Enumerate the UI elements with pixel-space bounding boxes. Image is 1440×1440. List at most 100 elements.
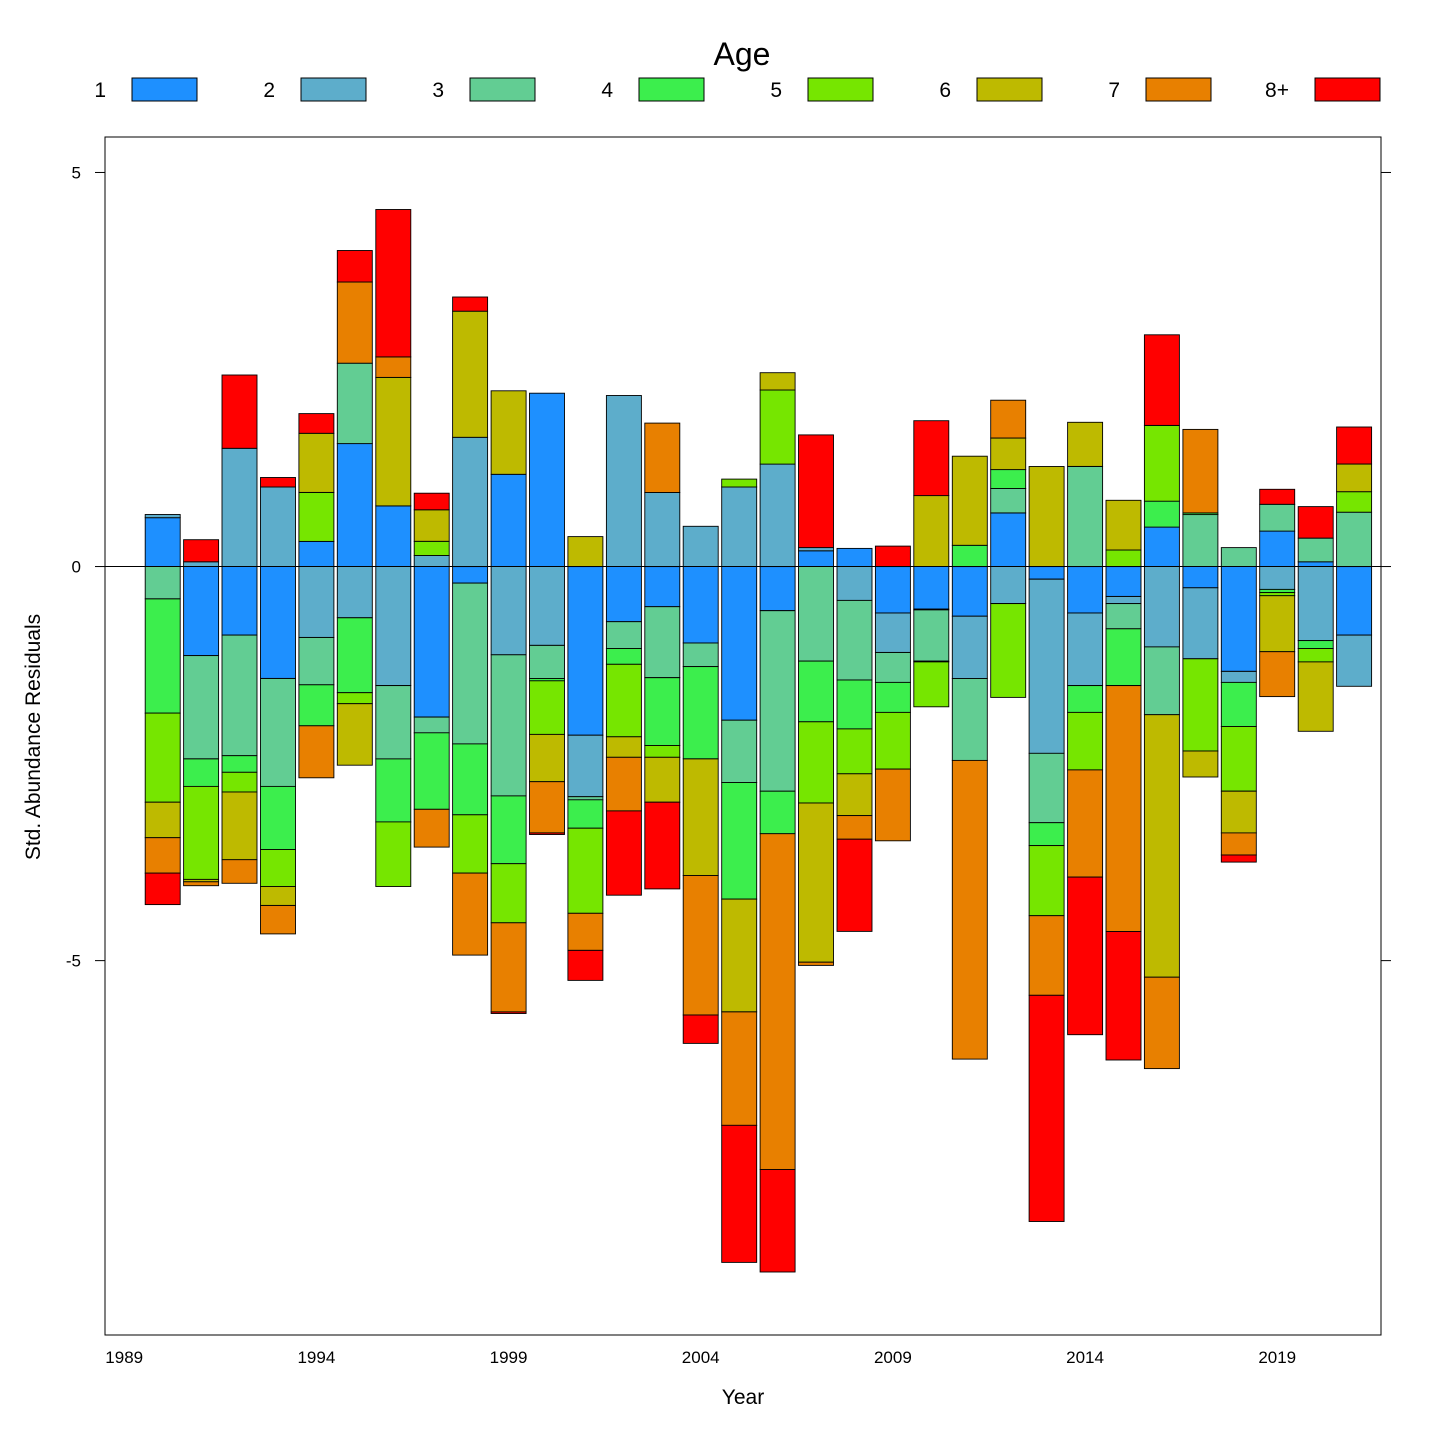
bar-2006-age-4 — [759, 790, 796, 835]
bar-1995-age-6 — [336, 703, 373, 766]
bar-2000-age-7 — [529, 781, 565, 834]
bar-2018-age-6 — [1220, 790, 1257, 834]
bar-1997-age-3 — [413, 716, 450, 734]
bar-2018-age-5 — [1220, 726, 1257, 792]
bar-2014-age-3 — [1067, 466, 1104, 568]
bar-1991-age-1 — [183, 566, 220, 657]
bar-1994-age-4 — [298, 684, 335, 727]
bar-1993-age-4 — [260, 785, 296, 850]
bar-1997-age-6 — [413, 509, 450, 542]
bar-2001-age-8plus — [567, 949, 604, 981]
bar-1990-age-8plus — [144, 872, 181, 906]
bar-1993-age-2 — [260, 486, 296, 567]
bar-2013-age-4 — [1028, 822, 1065, 847]
bar-1998-age-1 — [452, 566, 489, 584]
bar-2016-age-2 — [1143, 566, 1180, 648]
bar-2008-age-5 — [836, 728, 873, 775]
bar-2009-age-8plus — [874, 545, 911, 568]
legend: 1 2 3 4 5 6 7 8+ — [94, 77, 1381, 102]
bar-2002-age-8plus — [605, 810, 642, 896]
bar-1993-age-1 — [260, 566, 296, 679]
bar-1990-age-6 — [144, 801, 181, 839]
bar-2021-age-3 — [1336, 511, 1373, 568]
bar-2013-age-6 — [1028, 466, 1065, 568]
bar-2008-age-1 — [836, 547, 873, 567]
bar-2004-age-6 — [682, 758, 719, 876]
bar-2000-age-3 — [529, 644, 565, 679]
legend-label-age-5: 5 — [770, 79, 782, 102]
legend-label-age-3: 3 — [432, 79, 444, 102]
bar-2015-age-6 — [1105, 499, 1142, 551]
bar-2008-age-7 — [836, 815, 873, 840]
bar-1995-age-2 — [336, 566, 373, 619]
y-axis-title: Std. Abundance Residuals — [22, 614, 45, 860]
bar-2007-age-7 — [798, 961, 834, 966]
bar-2003-age-8plus — [644, 801, 681, 890]
bar-1999-age-7 — [490, 922, 527, 1013]
bar-2012-age-6 — [990, 437, 1027, 471]
bar-2015-age-7 — [1105, 685, 1142, 932]
x-tick-label: 2004 — [682, 1348, 720, 1367]
legend-swatch-age-2 — [300, 77, 367, 102]
bar-1996-age-8plus — [375, 209, 412, 358]
bar-2006-age-6 — [759, 372, 796, 391]
bar-2004-age-4 — [682, 666, 719, 760]
bar-2012-age-4 — [990, 469, 1027, 489]
legend-swatch-age-1 — [131, 77, 198, 102]
y-axis: 5 0 -5 — [66, 163, 1391, 971]
bar-2006-age-7 — [759, 833, 796, 1170]
legend-label-age-2: 2 — [263, 79, 275, 102]
bar-2001-age-1 — [567, 566, 604, 736]
bar-2010-age-8plus — [913, 420, 950, 497]
bar-1990-age-7 — [144, 837, 181, 874]
bar-2016-age-1 — [1143, 526, 1180, 567]
bar-1992-age-1 — [221, 566, 258, 636]
bar-1996-age-7 — [375, 356, 412, 378]
bar-1994-age-6 — [298, 432, 335, 493]
bar-2020-age-5 — [1297, 648, 1334, 663]
bar-2004-age-8plus — [682, 1014, 719, 1044]
bar-2020-age-4 — [1297, 640, 1334, 649]
bar-2018-age-3 — [1220, 547, 1257, 567]
bar-2003-age-2 — [644, 492, 681, 568]
bar-2017-age-1 — [1182, 566, 1219, 589]
bar-1995-age-3 — [336, 362, 373, 445]
bar-2021-age-1 — [1336, 566, 1373, 636]
legend-swatch-age-8plus — [1314, 77, 1381, 102]
bar-2018-age-8plus — [1220, 854, 1257, 863]
bar-2004-age-7 — [682, 875, 719, 1016]
y-tick-label: -5 — [66, 952, 81, 971]
legend-swatch-age-6 — [976, 77, 1043, 102]
bar-2005-age-3 — [721, 719, 758, 783]
bar-2014-age-2 — [1067, 612, 1104, 686]
bar-2015-age-3 — [1105, 603, 1142, 630]
plot-frame — [104, 136, 1382, 1336]
bar-2010-age-5 — [913, 661, 950, 708]
bar-2016-age-3 — [1143, 646, 1180, 716]
bar-2006-age-1 — [759, 566, 796, 612]
bar-2010-age-1 — [913, 566, 950, 610]
bar-1998-age-8plus — [452, 296, 489, 312]
bar-2017-age-2 — [1182, 587, 1219, 660]
bar-2007-age-3 — [798, 566, 834, 662]
y-tick-label: 0 — [72, 558, 81, 577]
bar-2002-age-1 — [605, 566, 642, 623]
bar-2003-age-6 — [644, 756, 681, 803]
bar-2003-age-5 — [644, 745, 681, 758]
bar-1997-age-2 — [413, 555, 450, 567]
bar-2015-age-5 — [1105, 549, 1142, 568]
legend-label-age-8plus: 8+ — [1265, 79, 1289, 102]
legend-label-age-7: 7 — [1108, 79, 1120, 102]
bar-1992-age-3 — [221, 634, 258, 757]
bar-2002-age-5 — [605, 663, 642, 738]
bar-2011-age-2 — [951, 615, 988, 679]
bar-2004-age-3 — [682, 642, 719, 668]
bar-1994-age-1 — [298, 540, 335, 567]
bar-1999-age-6 — [490, 390, 527, 475]
bar-2008-age-3 — [836, 599, 873, 681]
bar-1999-age-5 — [490, 863, 527, 924]
bar-1993-age-6 — [260, 886, 296, 906]
bar-1990-age-4 — [144, 598, 181, 714]
bar-1994-age-2 — [298, 566, 335, 638]
bar-2009-age-3 — [874, 652, 911, 683]
